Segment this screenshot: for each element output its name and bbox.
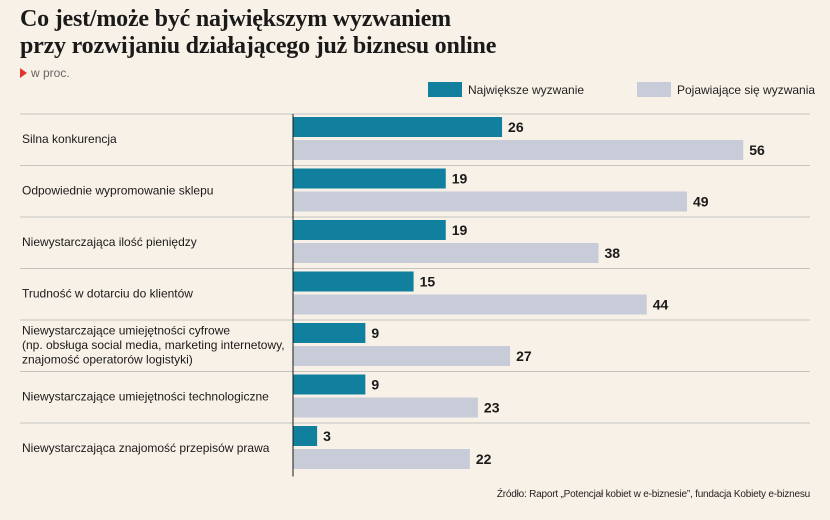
data-label: 15: [420, 274, 436, 290]
bar-largest-challenge: [293, 220, 446, 240]
data-label: 23: [484, 400, 500, 416]
legend-label-largest-challenge: Największe wyzwanie: [468, 83, 585, 97]
data-label: 19: [452, 222, 468, 238]
chart-title-line-2: przy rozwijaniu działającego już biznesu…: [20, 33, 497, 59]
chart-title-line-1: Co jest/może być największym wyzwaniem: [20, 6, 451, 32]
bar-largest-challenge: [293, 271, 414, 292]
bar-emerging-challenges: [293, 397, 478, 418]
category-label: Niewystarczające umiejętności technologi…: [22, 390, 269, 404]
category-label: Trudność w dotarciu do klientów: [22, 287, 193, 301]
data-label: 38: [605, 245, 621, 261]
category-label: Silna konkurencja: [22, 132, 117, 146]
bar-emerging-challenges: [293, 140, 744, 160]
chart-subtitle: w proc.: [20, 66, 70, 80]
bar-emerging-challenges: [293, 243, 599, 263]
data-label: 9: [371, 325, 379, 341]
legend-item-emerging-challenges: Pojawiające się wyzwania: [637, 82, 815, 97]
chart-title: Co jest/może być największym wyzwaniem p…: [20, 6, 496, 60]
data-label: 3: [323, 428, 331, 444]
data-label: 19: [452, 171, 468, 187]
data-label: 49: [693, 194, 709, 210]
category-label: Niewystarczająca znajomość przepisów pra…: [22, 441, 270, 455]
bar-largest-challenge: [293, 168, 446, 189]
category-label: (np. obsługa social media, marketing int…: [22, 338, 285, 352]
legend-label-emerging-challenges: Pojawiające się wyzwania: [677, 83, 816, 97]
bar-emerging-challenges: [293, 191, 687, 212]
bar-largest-challenge: [293, 426, 318, 446]
category-label: Niewystarczające umiejętności cyfrowe: [22, 324, 230, 338]
data-label: 56: [749, 142, 765, 158]
bar-emerging-challenges: [293, 449, 470, 469]
triangle-marker-icon: [20, 68, 27, 78]
bar-largest-challenge: [293, 117, 503, 137]
category-label: Niewystarczająca ilość pieniędzy: [22, 235, 197, 249]
data-label: 27: [516, 348, 532, 364]
data-label: 44: [653, 297, 669, 313]
category-label: znajomość operatorów logistyki): [22, 353, 193, 367]
legend-item-largest-challenge: Największe wyzwanie: [428, 82, 584, 97]
bar-emerging-challenges: [293, 294, 647, 315]
subtitle-text: w proc.: [31, 66, 70, 80]
data-label: 26: [508, 119, 524, 135]
data-label: 22: [476, 451, 492, 467]
source-note: Źródło: Raport „Potencjał kobiet w e-biz…: [496, 489, 810, 500]
bar-largest-challenge: [293, 323, 366, 343]
data-label: 9: [371, 377, 379, 393]
bar-largest-challenge: [293, 374, 366, 395]
legend-swatch-largest-challenge: [428, 82, 462, 97]
bar-emerging-challenges: [293, 346, 511, 366]
legend-swatch-emerging-challenges: [637, 82, 671, 97]
category-label: Odpowiednie wypromowanie sklepu: [22, 184, 213, 198]
